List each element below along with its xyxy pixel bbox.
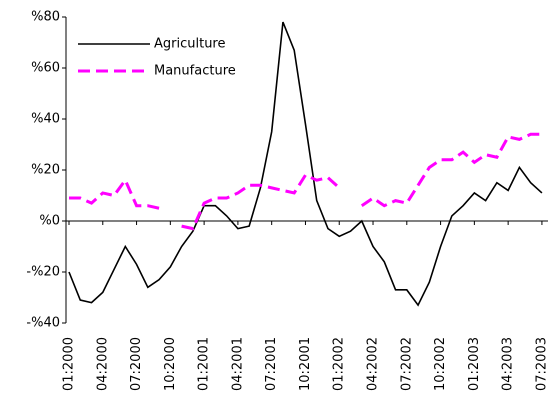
y-tick-label: %0 bbox=[39, 214, 60, 229]
x-tick-label: 07:2001 bbox=[264, 337, 279, 391]
x-tick-label: 01:2001 bbox=[197, 337, 212, 391]
x-tick-label: 01:2000 bbox=[62, 337, 77, 391]
x-tick-label: 01:2002 bbox=[332, 337, 347, 391]
x-tick-label: 04:2000 bbox=[95, 337, 110, 391]
series-line bbox=[69, 132, 542, 231]
y-tick-label: %60 bbox=[31, 61, 60, 76]
legend-label: Agriculture bbox=[154, 37, 226, 52]
y-tick-label: %20 bbox=[31, 163, 60, 178]
x-tick-label: 04:2003 bbox=[501, 337, 516, 391]
y-tick-label: %80 bbox=[31, 10, 60, 25]
x-tick-label: 04:2001 bbox=[230, 337, 245, 391]
x-tick-label: 04:2002 bbox=[366, 337, 381, 391]
y-tick-label: -%20 bbox=[26, 265, 60, 280]
legend-label: Manufacture bbox=[154, 64, 236, 79]
y-tick-label: -%40 bbox=[26, 316, 60, 331]
x-tick-label: 07:2000 bbox=[129, 337, 144, 391]
x-tick-label: 10:2001 bbox=[298, 337, 313, 391]
y-tick-label: %40 bbox=[31, 112, 60, 127]
x-tick-label: 01:2003 bbox=[467, 337, 482, 391]
x-tick-label: 07:2002 bbox=[399, 337, 414, 391]
x-tick-label: 10:2002 bbox=[433, 337, 448, 391]
x-tick-label: 07:2003 bbox=[534, 337, 549, 391]
x-tick-label: 10:2000 bbox=[163, 337, 178, 391]
series-line bbox=[68, 21, 543, 307]
